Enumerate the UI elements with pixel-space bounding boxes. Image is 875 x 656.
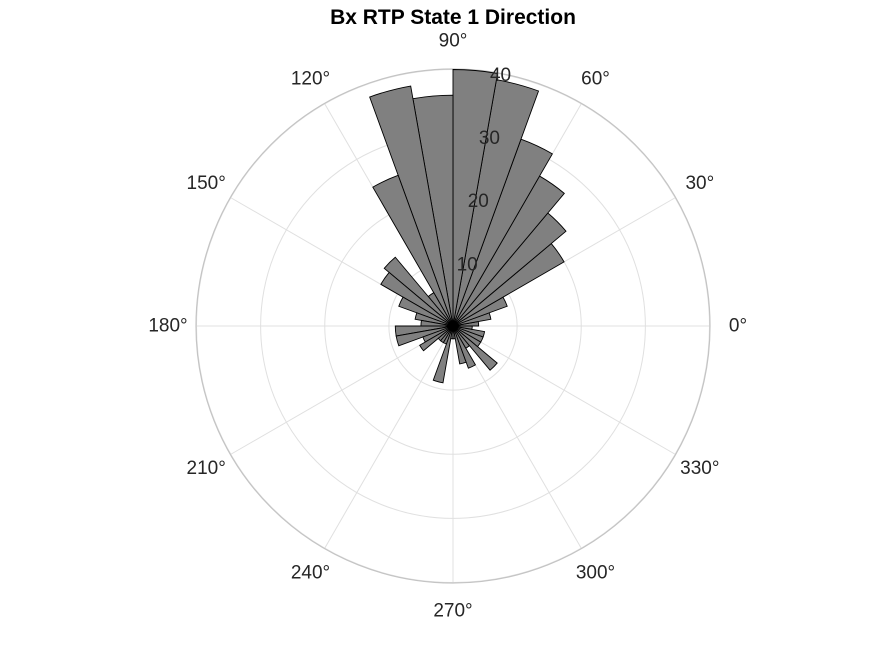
radius-tick-label-20: 20 [468,191,489,212]
angle-tick-label-0: 0° [729,316,747,337]
radius-tick-labels: 10 20 30 40 [457,65,512,275]
angle-gridline-8 [324,325,454,549]
angle-tick-label-120: 120° [291,69,330,90]
bar-140deg [380,271,454,327]
angle-gridline-11 [452,325,676,455]
bar-340deg [452,325,486,338]
angle-tick-label-60: 60° [581,69,610,90]
radius-tick-label-10: 10 [457,254,478,275]
bar-210deg [419,325,454,352]
angle-tick-label-270: 270° [433,601,472,622]
bar-130deg [383,256,454,327]
bar-150deg [398,296,454,327]
angle-gridline-7 [230,325,454,455]
histogram-bars [369,69,567,384]
angle-tick-label-300: 300° [576,562,615,583]
angle-tick-label-180: 180° [148,316,187,337]
angle-tick-labels: 0° 30° 60° 90° 120° 150° 180° 210° 240° 270° 300° 3… [148,31,747,622]
bar-110deg [372,174,454,327]
bar-100deg [369,85,454,327]
bar-160deg [414,312,454,327]
outer-boundary [195,68,711,584]
radius-tick-label-40: 40 [490,65,511,86]
bar-350deg [452,325,473,330]
angle-tick-label-210: 210° [187,458,226,479]
bar-310deg [452,325,498,371]
angle-tick-label-150: 150° [187,173,226,194]
angle-tick-label-240: 240° [291,562,330,583]
angle-tick-label-330: 330° [680,458,719,479]
radius-tick-label-30: 30 [479,128,500,149]
angle-tick-label-90: 90° [439,31,468,52]
bar-250deg [432,325,454,384]
angle-tick-label-30: 30° [685,173,714,194]
bar-80deg [452,69,499,327]
chart-title: Bx RTP State 1 Direction [330,6,576,29]
